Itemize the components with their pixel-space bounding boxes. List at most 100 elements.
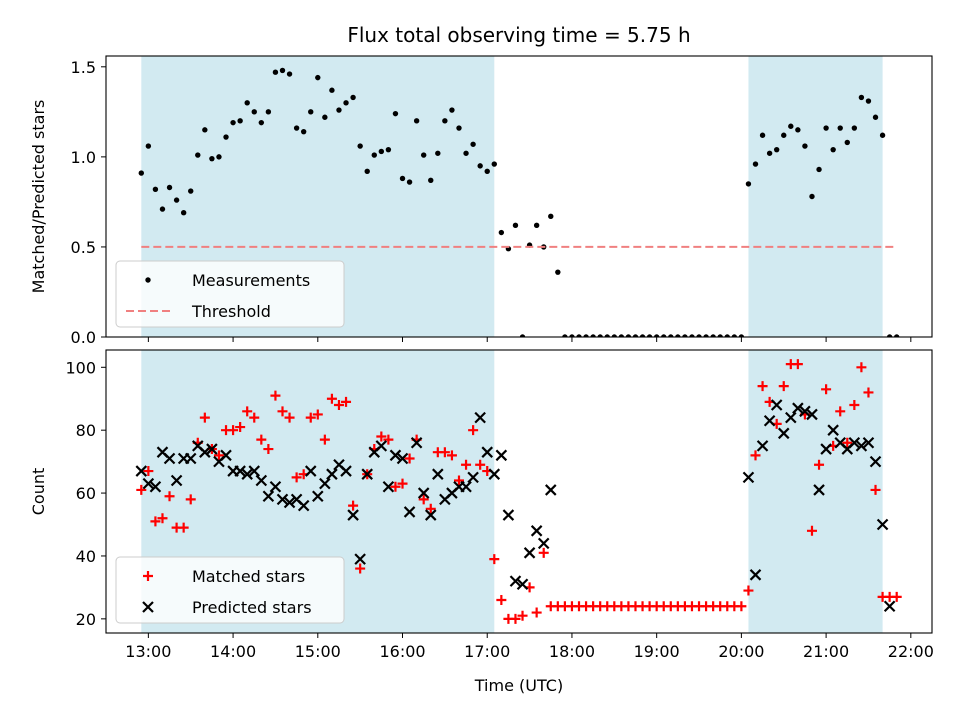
legend-label: Predicted stars — [192, 598, 312, 617]
x-tick-label: 13:00 — [125, 642, 171, 661]
measurement-point — [724, 334, 730, 337]
predicted-stars-point — [820, 443, 832, 455]
x-tick-label: 14:00 — [210, 642, 256, 661]
x-tick-label: 16:00 — [379, 642, 425, 661]
measurement-point — [682, 334, 688, 337]
matched-stars-point — [355, 563, 366, 574]
predicted-stars-point — [770, 399, 783, 411]
matched-stars-point — [157, 513, 168, 524]
predicted-stars-point — [813, 484, 825, 496]
matched-stars-point — [397, 478, 408, 489]
predicted-stars-point — [361, 468, 373, 480]
y-axis-label: Count — [29, 468, 48, 516]
measurement-point — [519, 334, 526, 337]
measurement-point — [237, 118, 243, 124]
predicted-stars-point — [347, 509, 359, 521]
x-tick-label: 19:00 — [634, 642, 680, 661]
x-tick-label: 20:00 — [718, 642, 764, 661]
measurement-point — [406, 179, 413, 185]
matched-stars-point — [213, 450, 224, 461]
measurement-point — [385, 146, 392, 153]
matched-stars-point — [468, 425, 479, 436]
matched-stars-point — [235, 422, 246, 433]
matched-stars-point — [256, 434, 267, 445]
matched-stars-point — [333, 400, 344, 411]
y-tick-label: 0.5 — [71, 238, 96, 257]
measurement-point — [449, 107, 455, 113]
y-tick-label: 1.0 — [71, 148, 96, 167]
matched-stars-point — [814, 459, 825, 470]
x-tick-label: 21:00 — [803, 642, 849, 661]
measurement-point — [731, 334, 738, 337]
matched-stars-point — [870, 484, 881, 495]
matched-stars-point — [277, 406, 288, 417]
matched-stars-point — [418, 494, 429, 505]
predicted-stars-point — [354, 553, 366, 565]
predicted-stars-point — [855, 440, 868, 452]
legend-box — [115, 260, 345, 328]
measurement-point — [646, 334, 653, 337]
measurement-point — [435, 150, 441, 156]
predicted-stars-point — [785, 411, 797, 424]
matched-stars-point — [319, 434, 330, 445]
matched-stars-point — [263, 444, 274, 455]
measurement-point — [470, 141, 476, 147]
measurement-point — [293, 125, 300, 131]
measurement-point — [251, 109, 257, 115]
predicted-stars-point — [848, 436, 861, 449]
measurement-point — [166, 184, 173, 191]
measurement-point — [428, 177, 434, 183]
matched-stars-point — [242, 406, 253, 417]
measurement-point — [533, 222, 540, 229]
predicted-stars-point — [763, 414, 776, 427]
measurement-point — [159, 206, 166, 212]
matched-stars-point — [312, 409, 323, 420]
matched-stars-point — [143, 466, 154, 477]
measurement-point — [188, 188, 194, 194]
measurement-point — [872, 114, 879, 120]
measurement-point — [710, 334, 716, 337]
measurement-point — [498, 229, 505, 236]
predicted-stars-point — [488, 468, 501, 480]
measurement-point — [420, 152, 427, 158]
matched-stars-point — [496, 594, 507, 605]
predicted-stars-point — [206, 443, 218, 455]
measurement-point — [315, 74, 321, 81]
predicted-stars-point — [403, 506, 416, 518]
predicted-stars-point — [530, 525, 543, 537]
predicted-stars-point — [396, 452, 409, 465]
matched-stars-point — [291, 472, 302, 483]
measurement-point — [512, 222, 519, 229]
measurement-point — [484, 168, 490, 174]
matched-stars-point — [750, 450, 761, 461]
measurement-point — [830, 146, 836, 153]
matched-stars-point — [164, 491, 175, 502]
count-panel: 20 40 60 80 100 13:00 14:00 15:00 16:00 17:00 18:0… — [29, 349, 934, 695]
predicted-stars-point — [319, 477, 331, 490]
predicted-stars-point — [432, 468, 444, 480]
matched-stars-point — [390, 481, 401, 492]
predicted-stars-point — [756, 440, 769, 452]
measurement-point — [286, 71, 293, 77]
matched-stars-point — [489, 554, 500, 565]
predicted-stars-point — [304, 465, 317, 477]
measurement-point — [717, 334, 723, 337]
measurement-point — [364, 168, 370, 174]
predicted-stars-point — [883, 600, 896, 613]
predicted-stars-point — [283, 496, 296, 509]
predicted-stars-point — [749, 569, 762, 581]
measurement-point — [329, 87, 335, 93]
matched-stars-point — [842, 437, 853, 448]
measurement-point — [788, 123, 794, 129]
matched-stars-point — [792, 359, 803, 370]
measurement-point — [279, 67, 286, 74]
matched-stars-point — [178, 522, 189, 533]
predicted-stars-point — [255, 474, 268, 487]
measurement-point — [583, 334, 589, 337]
measurement-point — [392, 110, 399, 117]
measurement-point — [371, 152, 377, 158]
y-tick-label: 20 — [76, 610, 96, 629]
measurement-point — [138, 170, 144, 176]
predicted-stars-point — [862, 436, 875, 449]
predicted-stars-point — [149, 481, 162, 493]
